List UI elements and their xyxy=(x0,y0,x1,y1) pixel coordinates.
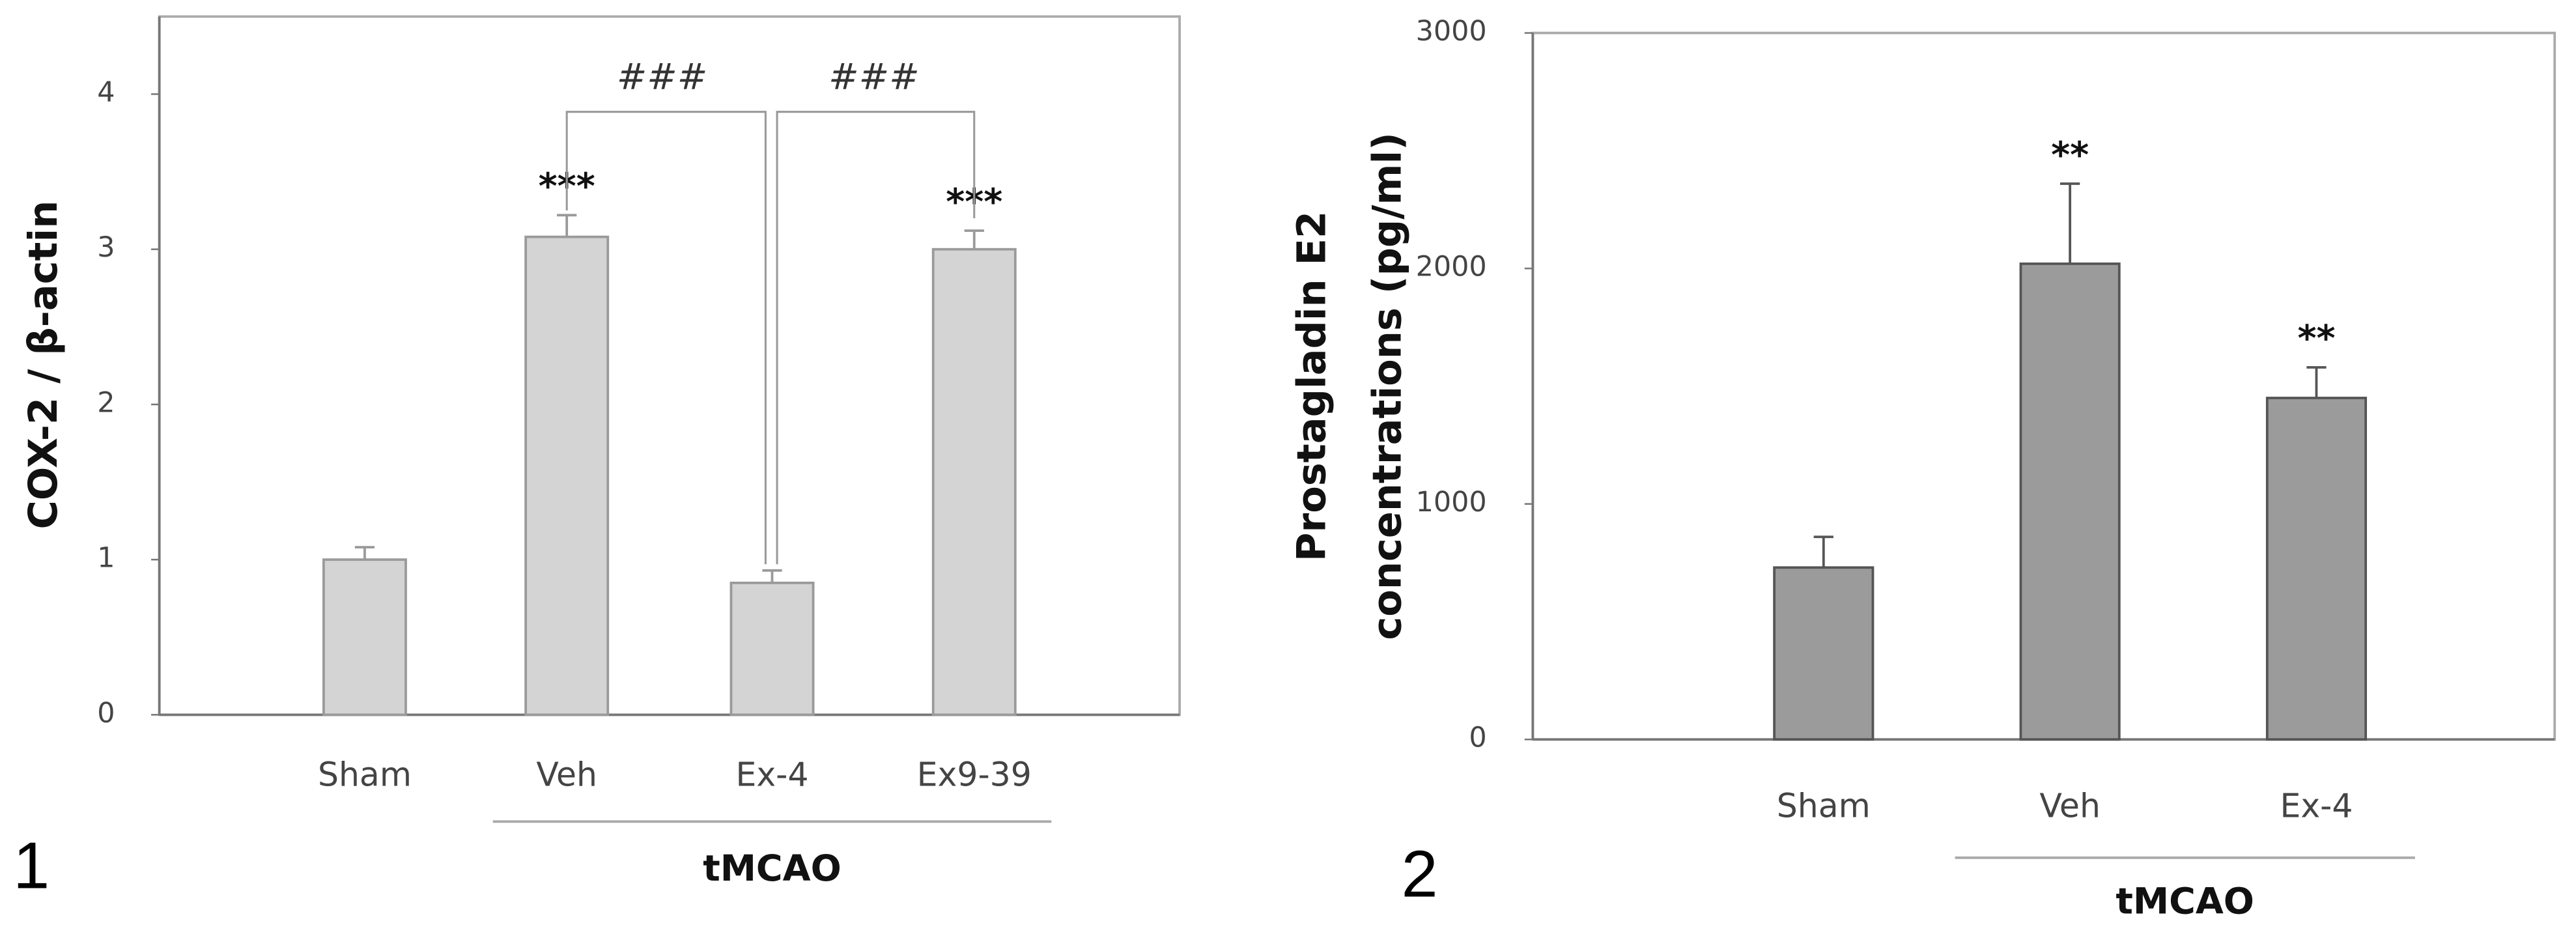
x-tick-label: Sham xyxy=(318,756,412,794)
bar xyxy=(729,581,815,716)
x-tick-label: Ex-4 xyxy=(2280,787,2353,825)
error-bar xyxy=(1813,535,1833,568)
significance: ** xyxy=(2051,134,2089,177)
y-tick-label: 0 xyxy=(1469,722,1486,754)
y-tick-label: 4 xyxy=(97,76,115,109)
y-tick-label: 2000 xyxy=(1416,251,1487,283)
y-axis-label: COX-2 / β-actin xyxy=(21,201,66,530)
error-bar xyxy=(964,229,984,249)
panel-label: 2 xyxy=(1402,838,1438,911)
significance: ** xyxy=(2297,318,2335,360)
group-label: tMCAO xyxy=(2116,881,2254,923)
comparison-label: ### xyxy=(617,55,707,98)
comparison-label: ### xyxy=(828,55,919,98)
y-tick-label: 3 xyxy=(97,231,115,264)
error-bar xyxy=(762,569,782,583)
error-bar xyxy=(2306,366,2327,398)
y-tick-label: 0 xyxy=(97,697,115,730)
bar xyxy=(1773,566,1875,741)
x-tick-label: Sham xyxy=(1777,787,1871,825)
error-bar xyxy=(557,214,577,237)
y-tick-label: 1000 xyxy=(1416,486,1487,518)
group-label: tMCAO xyxy=(703,847,842,890)
bar xyxy=(2265,397,2368,741)
panel-label: 1 xyxy=(13,830,50,903)
bar xyxy=(931,248,1017,716)
y-tick-label: 2 xyxy=(97,386,115,419)
x-tick-label: Ex9-39 xyxy=(917,756,1032,794)
comparison-bracket xyxy=(776,111,976,565)
error-bar xyxy=(2059,182,2080,264)
bar xyxy=(2019,262,2121,741)
error-bar xyxy=(354,546,375,560)
y-tick-label: 1 xyxy=(97,542,115,574)
comparison-bracket xyxy=(565,111,767,565)
y-axis-label: Prostagladin E2 xyxy=(1289,211,1335,561)
x-tick-label: Veh xyxy=(536,756,597,794)
bar xyxy=(322,558,407,716)
plot-frame xyxy=(158,15,1181,716)
bar xyxy=(524,235,610,716)
y-axis-label: concentrations (pg/ml) xyxy=(1365,132,1410,640)
y-tick-label: 3000 xyxy=(1416,15,1487,48)
x-tick-label: Veh xyxy=(2039,787,2101,825)
x-tick-label: Ex-4 xyxy=(735,756,808,794)
